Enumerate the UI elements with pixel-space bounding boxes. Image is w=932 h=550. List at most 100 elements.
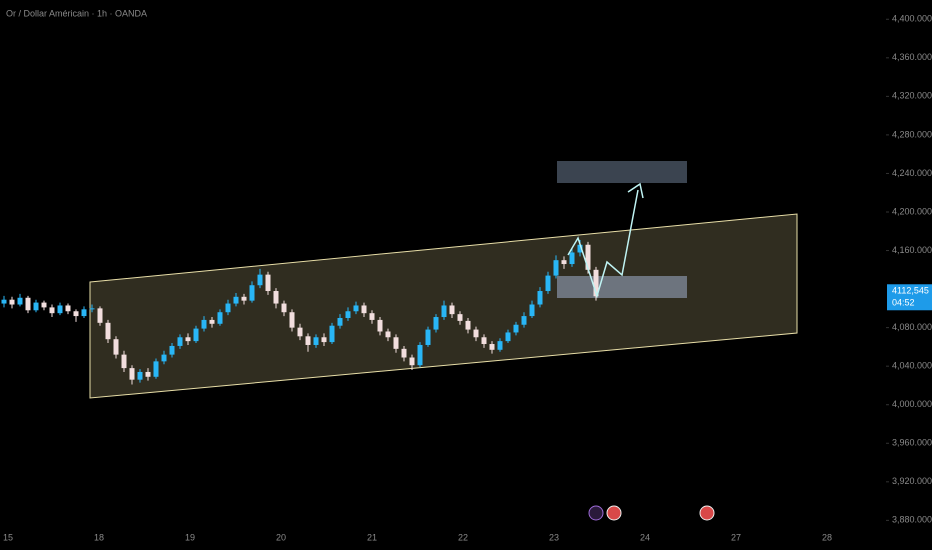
candle-body: [545, 275, 551, 292]
candle-body: [441, 305, 447, 318]
candle-body: [337, 318, 343, 326]
candle-body: [137, 371, 143, 380]
candle-body: [273, 291, 279, 304]
candle-body: [297, 327, 303, 337]
candle-body: [241, 296, 247, 301]
candle-body: [73, 311, 79, 317]
candle-body: [41, 302, 47, 308]
flag-icon[interactable]: [699, 505, 715, 521]
candle-body: [185, 337, 191, 342]
candle-body: [177, 337, 183, 346]
candle-body: [305, 336, 311, 345]
candle-body: [33, 302, 39, 311]
candle-body: [225, 303, 231, 313]
candle-body: [89, 308, 95, 310]
y-tick-label: 4,160.000: [892, 245, 932, 255]
flag-icon[interactable]: [606, 505, 622, 521]
y-tick-label: 3,960.000: [892, 438, 932, 448]
candle-body: [233, 296, 239, 304]
candle-body: [145, 371, 151, 377]
candle-body: [201, 319, 207, 329]
chart-title: Or / Dollar Américain · 1h · OANDA: [6, 8, 147, 18]
candle-body: [129, 368, 135, 380]
candle-body: [97, 308, 103, 323]
candle-body: [361, 305, 367, 314]
y-tick-label: 4,280.000: [892, 129, 932, 139]
y-tick-label: 4,000.000: [892, 399, 932, 409]
y-tick-label: 3,920.000: [892, 476, 932, 486]
support-zone: [557, 276, 687, 298]
candle-body: [489, 344, 495, 350]
x-tick-label: 24: [640, 532, 650, 542]
x-tick-label: 18: [94, 532, 104, 542]
candle-body: [569, 252, 575, 265]
candle-body: [169, 345, 175, 355]
candle-body: [521, 316, 527, 325]
candle-body: [401, 348, 407, 358]
candle-body: [385, 331, 391, 338]
candle-body: [433, 317, 439, 330]
candle-body: [553, 260, 559, 276]
candle-body: [505, 332, 511, 342]
candle-body: [193, 328, 199, 342]
candle-body: [369, 313, 375, 320]
candle-body: [81, 309, 87, 317]
candle-body: [161, 354, 167, 362]
candle-body: [209, 319, 215, 324]
target-zone: [557, 161, 687, 183]
candle-body: [585, 244, 591, 270]
candle-body: [513, 324, 519, 333]
candle-body: [257, 274, 263, 286]
candle-body: [329, 325, 335, 343]
candle-body: [321, 337, 327, 343]
candle-body: [249, 285, 255, 301]
y-tick-label: 4,320.000: [892, 91, 932, 101]
candle-body: [313, 337, 319, 345]
candle-body: [529, 304, 535, 317]
candle-body: [121, 354, 127, 369]
event-icon[interactable]: [588, 505, 604, 521]
y-tick-label: 4,080.000: [892, 322, 932, 332]
candle-body: [65, 305, 71, 312]
y-tick-label: 4,400.000: [892, 14, 932, 24]
x-tick-label: 20: [276, 532, 286, 542]
candle-body: [353, 305, 359, 312]
candle-body: [473, 329, 479, 338]
candle-body: [57, 305, 63, 314]
candle-body: [113, 339, 119, 355]
candle-body: [561, 260, 567, 265]
x-tick-label: 23: [549, 532, 559, 542]
candle-body: [457, 314, 463, 321]
candle-body: [409, 357, 415, 366]
x-tick-label: 19: [185, 532, 195, 542]
candle-body: [105, 322, 111, 340]
x-tick-label: 15: [3, 532, 13, 542]
candle-body: [153, 361, 159, 377]
candle-body: [345, 311, 351, 318]
candle-body: [465, 320, 471, 330]
candle-body: [593, 269, 599, 297]
candle-body: [265, 274, 271, 292]
candle-body: [497, 341, 503, 350]
candle-body: [25, 297, 31, 311]
y-tick-label: 4,360.000: [892, 52, 932, 62]
candle-body: [577, 244, 583, 253]
candle-body: [425, 329, 431, 345]
candle-body: [217, 312, 223, 324]
candle-body: [393, 337, 399, 349]
candle-body: [281, 303, 287, 313]
x-tick-label: 27: [731, 532, 741, 542]
candle-body: [377, 319, 383, 332]
y-tick-label: 4,200.000: [892, 206, 932, 216]
candle-body: [449, 305, 455, 315]
y-tick-label: 4,040.000: [892, 361, 932, 371]
y-tick-label: 4,240.000: [892, 168, 932, 178]
price-tag: [887, 284, 932, 311]
candle-body: [537, 291, 543, 305]
y-tick-label: 3,880.000: [892, 515, 932, 525]
price-tag-label: 4112,545: [892, 286, 929, 296]
x-tick-label: 28: [822, 532, 832, 542]
candle-body: [49, 307, 55, 314]
